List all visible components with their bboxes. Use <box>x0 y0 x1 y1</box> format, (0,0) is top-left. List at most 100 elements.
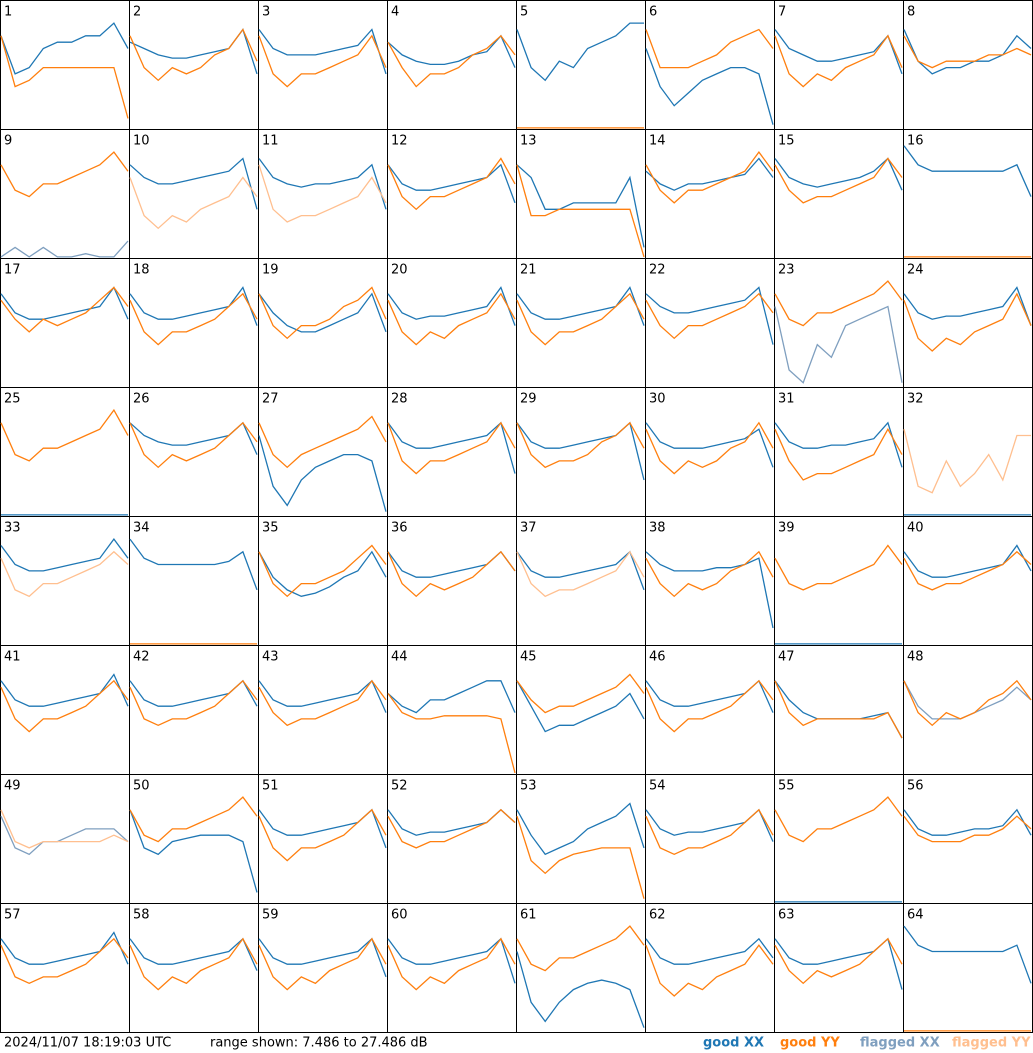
spectrum-yy <box>258 286 387 340</box>
spectrum-yy <box>258 679 387 727</box>
panel-label: 5 <box>520 5 528 20</box>
panel-label: 39 <box>778 521 795 536</box>
panel-label: 18 <box>133 263 150 278</box>
panel-frame <box>0 387 130 517</box>
spectrum-xx <box>645 551 774 629</box>
spectrum-yy <box>387 34 516 88</box>
panel-frame <box>0 516 130 646</box>
spectrum-yy <box>0 35 129 119</box>
spectrum-xx <box>387 421 516 474</box>
panel-label: 41 <box>4 650 21 665</box>
spectrum-xx <box>387 34 516 68</box>
spectrum-xx <box>258 158 387 210</box>
spectrum-yy <box>645 550 774 598</box>
panel-frame <box>903 516 1033 646</box>
panel-label: 14 <box>649 134 666 149</box>
panel-frame <box>387 645 517 775</box>
spectrum-xx <box>258 435 387 512</box>
panel-frame <box>645 258 775 388</box>
panel-label: 51 <box>262 779 279 794</box>
spectrum-yy <box>516 673 645 714</box>
panel-label: 9 <box>4 134 12 149</box>
legend-entry: flagged YY <box>952 1036 1031 1051</box>
panel-label: 4 <box>391 5 399 20</box>
spectrum-yy <box>903 292 1032 352</box>
spectrum-yy <box>774 280 903 327</box>
panel-label: 55 <box>778 779 795 794</box>
panel-label: 10 <box>133 134 150 149</box>
panel-label: 54 <box>649 779 666 794</box>
panel-frame <box>387 903 517 1033</box>
panel-label: 63 <box>778 908 795 923</box>
panel-frame <box>774 774 904 904</box>
panel-label: 16 <box>907 134 924 149</box>
panel-frame <box>258 387 388 517</box>
panel-frame <box>0 0 130 130</box>
panel-label: 15 <box>778 134 795 149</box>
panel-label: 47 <box>778 650 795 665</box>
panel-frame <box>387 774 517 904</box>
spectrum-yy <box>129 679 258 727</box>
panel-label: 61 <box>520 908 537 923</box>
panel-label: 37 <box>520 521 537 536</box>
spectrum-yy <box>645 28 774 69</box>
panel-frame <box>516 258 646 388</box>
spectrum-xx <box>387 286 516 326</box>
panel-frame <box>0 645 130 775</box>
spectrum-xx <box>516 951 645 1028</box>
spectrum-xx <box>903 544 1032 578</box>
panel-frame <box>516 516 646 646</box>
spectrum-yy <box>387 292 516 346</box>
spectrum-yy <box>645 421 774 475</box>
panel-label: 45 <box>520 650 537 665</box>
panel-frame <box>774 645 904 775</box>
panel-label: 35 <box>262 521 279 536</box>
panel-frame <box>645 903 775 1033</box>
panel-label: 43 <box>262 650 279 665</box>
panel-frame <box>774 258 904 388</box>
spectrum-xx <box>774 421 903 468</box>
spectrum-yy <box>903 815 1032 843</box>
panel-label: 53 <box>520 779 537 794</box>
panel-label: 7 <box>778 5 786 20</box>
spectrum-yy <box>903 35 1032 69</box>
spectrum-xx <box>387 680 516 714</box>
spectrum-xx <box>516 164 645 248</box>
spectrum-yy <box>129 937 258 991</box>
panel-frame <box>903 129 1033 259</box>
panel-label: 12 <box>391 134 408 149</box>
spectrum-xx <box>0 286 129 320</box>
spectrum-xx <box>903 286 1032 326</box>
spectrum-yy <box>0 937 129 985</box>
panel-frame <box>129 258 259 388</box>
panel-frame <box>516 0 646 130</box>
panel-frame <box>258 903 388 1033</box>
panel-frame <box>645 129 775 259</box>
panel-label: 62 <box>649 908 666 923</box>
panel-frame <box>129 0 259 130</box>
spectrum-yy <box>387 157 516 211</box>
spectrum-yy <box>129 796 258 843</box>
spectrum-xx <box>0 931 129 965</box>
spectrum-xx <box>387 163 516 204</box>
panel-label: 21 <box>520 263 537 278</box>
panel-frame <box>516 645 646 775</box>
panel-frame <box>129 516 259 646</box>
panel-label: 24 <box>907 263 924 278</box>
panel-frame <box>258 516 388 646</box>
panel-label: 31 <box>778 392 795 407</box>
panel-label: 23 <box>778 263 795 278</box>
spectrum-xx <box>645 422 774 468</box>
spectrum-yy <box>516 421 645 469</box>
panel-frame <box>516 903 646 1033</box>
spectrum-yy <box>903 429 1031 494</box>
panel-frame <box>0 258 130 388</box>
panel-frame <box>516 129 646 259</box>
panel-frame <box>774 903 904 1033</box>
panel-label: 6 <box>649 5 657 20</box>
panel-frame <box>387 0 517 130</box>
spectrum-yy <box>258 164 387 223</box>
panel-label: 22 <box>649 263 666 278</box>
